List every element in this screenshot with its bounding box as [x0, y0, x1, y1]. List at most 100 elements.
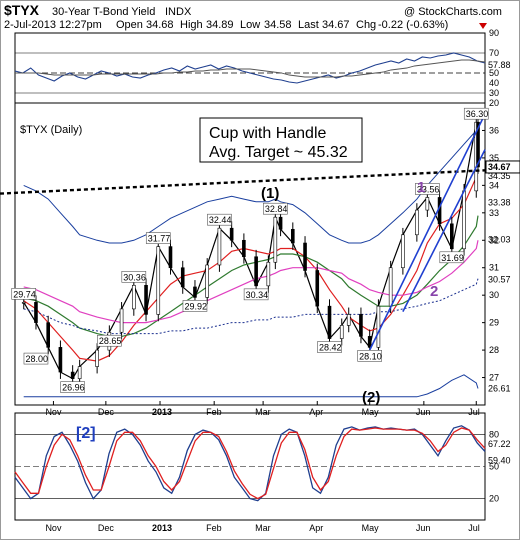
- price-bar-body: [242, 239, 246, 258]
- price-bar-body: [359, 314, 363, 337]
- price-bar-body: [132, 284, 136, 310]
- price-bar-body: [156, 246, 161, 315]
- instrument-name: 30-Year T-Bond Yield: [52, 6, 155, 18]
- price-bar-body: [425, 197, 430, 211]
- price-bar-body: [291, 228, 295, 244]
- price-layer: 27 28 29 30 31 32 33 34 35 36 29.74 28.00 26.96 28.65…: [0, 107, 520, 398]
- price-bar-body: [415, 209, 419, 236]
- indicator-tick-label: 70: [489, 48, 499, 58]
- price-series-upper-band: [23, 124, 479, 244]
- price-series-ma200: [23, 278, 479, 335]
- price-annotation-label: 28.10: [359, 351, 382, 361]
- axis-layer: Nov Nov Dec Dec 2013 2013 Feb Feb Mar Mar Apr Apr Ma…: [45, 401, 480, 533]
- x-axis-label: Apr: [309, 407, 323, 417]
- price-bar-body: [77, 366, 82, 379]
- oscillator-tick-label: 80: [489, 429, 499, 439]
- price-annotation-box: [121, 270, 147, 283]
- price-annotation-label: 31.69: [441, 253, 464, 263]
- price-tick-label: 32: [489, 235, 499, 245]
- price-bar-body: [168, 246, 173, 269]
- rising-trend-line-lower: [368, 113, 486, 351]
- oscillator-tick-label: 20: [489, 494, 499, 504]
- price-bar-body: [58, 347, 63, 373]
- price-bar-body: [346, 314, 351, 326]
- price-annotation-label: 28.00: [25, 354, 48, 364]
- pattern-target: Avg. Target ~ 45.32: [209, 144, 348, 161]
- price-tick-label: 36: [489, 125, 499, 135]
- price-series-lower-band: [23, 374, 479, 398]
- x-axis-label: Jul: [468, 407, 480, 417]
- price-annotation-label: 29.74: [13, 289, 36, 299]
- price-bar-body: [229, 227, 234, 241]
- indicator-tick-label: 90: [489, 28, 499, 38]
- price-tick-label: 31: [489, 263, 499, 273]
- x-axis-label-bottom: Jun: [416, 523, 431, 533]
- price-annotation-box: [60, 381, 85, 393]
- price-bar-body: [376, 305, 381, 348]
- price-annotation-label: 31.77: [148, 234, 171, 244]
- x-axis-label-bottom: Mar: [255, 523, 271, 533]
- subwave-1-label: 1: [417, 179, 425, 196]
- price-annotation-box: [11, 288, 37, 300]
- price-annotation-box: [23, 352, 49, 365]
- price-annotation-label: 32.44: [209, 215, 232, 225]
- price-annotation-box: [317, 341, 342, 353]
- x-axis-label: Jun: [416, 407, 431, 417]
- price-right-label: 32.03: [488, 234, 511, 244]
- oscillator-tick-label: 50: [489, 462, 499, 472]
- price-bar-body: [193, 286, 197, 298]
- pattern-annotation-box: [199, 117, 363, 163]
- chg-value: -0.22 (-0.63%): [378, 19, 448, 31]
- indicator-tick-label: 20: [489, 98, 499, 108]
- x-axis-label: Nov: [45, 407, 62, 417]
- datetime: 2-Jul-2013 12:27pm: [4, 19, 102, 31]
- price-tick-label: 27: [489, 373, 499, 383]
- neckline-trend-line: [0, 169, 486, 195]
- price-bar-body: [266, 261, 271, 287]
- x-axis-label-bottom: Apr: [309, 523, 323, 533]
- price-bar-body: [95, 349, 99, 367]
- x-axis-label-bottom: 2013: [152, 523, 172, 533]
- price-annotation-box: [263, 202, 288, 215]
- price-bar-body: [217, 227, 222, 266]
- price-annotation-box: [439, 251, 465, 264]
- price-annotation-label: 36.30: [466, 109, 489, 119]
- symbol: $TYX: [4, 2, 40, 18]
- price-bar-body: [303, 242, 307, 271]
- price-bar-body: [34, 302, 38, 323]
- indicator-panel: [14, 32, 486, 104]
- x-axis-label: Dec: [98, 407, 115, 417]
- price-bar-body: [273, 216, 278, 263]
- price-bar-body: [476, 121, 480, 168]
- high-value: 34.89: [206, 19, 234, 31]
- price-annotation-label: 30.36: [123, 272, 146, 282]
- price-bar-body: [339, 325, 344, 339]
- wave-2-label: (2): [362, 389, 380, 406]
- price-tick-label: 30: [489, 290, 499, 300]
- price-bar-body: [119, 308, 124, 333]
- price-annotation-label: 32.84: [265, 204, 288, 214]
- last-label: Last: [298, 19, 319, 31]
- price-panel-label: $TYX (Daily): [20, 124, 82, 136]
- price-tick-label: 35: [489, 153, 499, 163]
- oscillator-right-label: 67.22: [488, 439, 511, 449]
- price-annotation-box: [145, 232, 171, 244]
- indicator-series-line: [15, 59, 486, 78]
- last-value: 34.67: [322, 19, 350, 31]
- price-bar-body: [388, 267, 393, 307]
- price-series-ma20: [23, 171, 479, 362]
- price-tick-label: 34: [489, 180, 499, 190]
- last-price-box: [485, 160, 520, 174]
- price-bar-body: [315, 270, 320, 307]
- price-bar-body: [180, 267, 185, 288]
- price-bar-body: [46, 322, 50, 348]
- price-annotation-label: 26.96: [62, 383, 85, 393]
- price-right-label: 34.67: [488, 162, 511, 172]
- price-bar-body: [205, 264, 209, 298]
- high-label: High: [180, 19, 203, 31]
- oscillator-wave-label: [2]: [76, 425, 96, 442]
- x-axis-label-bottom: May: [362, 523, 380, 533]
- price-annotation-box: [357, 350, 382, 362]
- open-value: 34.68: [146, 19, 174, 31]
